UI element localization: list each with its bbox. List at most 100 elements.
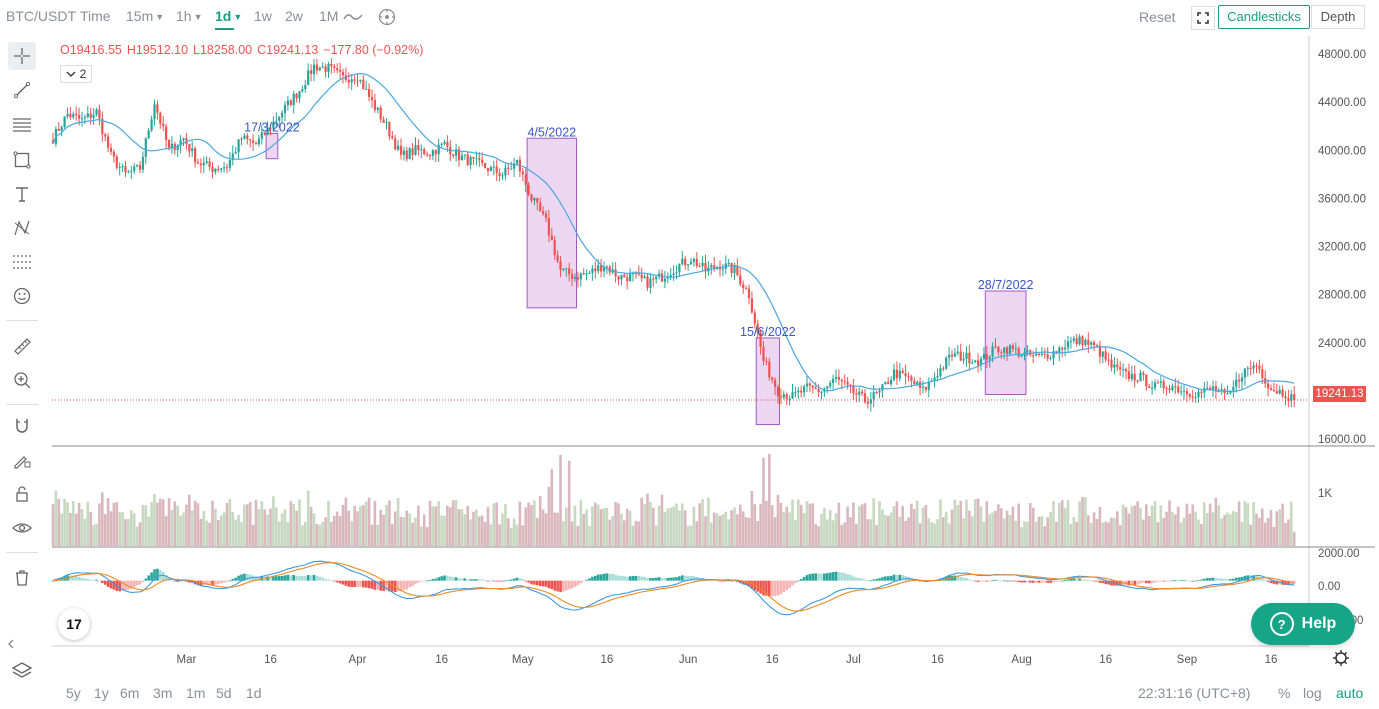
candle [747, 288, 751, 299]
volume-bar [623, 520, 626, 546]
candle [524, 174, 527, 185]
macd-histogram-bar [1107, 580, 1110, 585]
macd-histogram-bar [811, 573, 815, 581]
line-chart-type-icon[interactable] [343, 10, 363, 24]
interval-15m[interactable]: 15m ▼ [126, 8, 165, 24]
rectangle-tool[interactable] [8, 146, 36, 174]
macd-histogram-bar [652, 577, 655, 581]
candle [742, 284, 745, 289]
candlesticks-button[interactable]: Candlesticks [1218, 5, 1310, 29]
volume-bar [747, 517, 751, 546]
trend-line-tool[interactable] [8, 76, 36, 104]
candle [1275, 391, 1278, 394]
candle [199, 163, 202, 166]
indicator-toggle[interactable]: 2 [60, 65, 92, 83]
volume-bar [869, 519, 873, 546]
candle [434, 150, 437, 155]
symbol-label[interactable]: BTC/USDT [6, 8, 76, 24]
candle [553, 240, 556, 256]
remove-drawings-tool[interactable] [8, 564, 36, 592]
price-chart[interactable]: 17/3/2022 4/5/2022 15/6/2022 28/7/2022 4800… [0, 0, 1379, 676]
range-1m[interactable]: 1m [186, 685, 206, 701]
volume-bar [1095, 519, 1099, 546]
emoji-tool[interactable] [8, 282, 36, 310]
fib-tool[interactable] [8, 111, 36, 139]
collapse-toolbar[interactable] [6, 630, 16, 658]
interval-1h[interactable]: 1h ▼ [176, 8, 203, 24]
percent-toggle[interactable]: % [1278, 685, 1291, 701]
range-3m[interactable]: 3m [153, 685, 173, 701]
candle [1209, 387, 1212, 390]
volume-bar [498, 524, 501, 546]
macd-histogram-bar [417, 580, 420, 583]
volume-bar [617, 503, 620, 546]
candle [568, 268, 571, 275]
measure-tool[interactable] [8, 332, 36, 360]
tradingview-logo[interactable]: 17 [58, 608, 90, 640]
volume-bar [370, 524, 374, 546]
help-button[interactable]: ? Help [1251, 603, 1355, 645]
hide-drawings-tool[interactable] [8, 514, 36, 542]
range-1d[interactable]: 1d [246, 685, 262, 701]
range-6m[interactable]: 6m [120, 685, 140, 701]
volume-bar [828, 509, 832, 546]
object-tree-tool[interactable] [8, 656, 36, 684]
volume-bar [1087, 515, 1090, 546]
candle [426, 154, 429, 156]
macd-histogram-bar [69, 575, 72, 581]
range-5d[interactable]: 5d [216, 685, 232, 701]
candle [191, 148, 194, 152]
crosshair-tool[interactable] [8, 42, 36, 70]
interval-1d[interactable]: 1d ▼ [215, 8, 243, 30]
lock-drawings-tool[interactable] [8, 480, 36, 508]
prediction-tool[interactable] [8, 248, 36, 276]
volume-bar [402, 517, 406, 546]
volume-bar [797, 499, 800, 546]
macd-histogram-bar [275, 576, 278, 581]
candle [141, 156, 144, 170]
interval-1w[interactable]: 1w [254, 8, 272, 24]
volume-bar [248, 501, 252, 546]
settings-icon[interactable] [1333, 650, 1349, 666]
log-toggle[interactable]: log [1303, 685, 1322, 701]
clock[interactable]: 22:31:16 (UTC+8) [1138, 685, 1251, 701]
candle [710, 265, 713, 268]
macd-histogram-bar [814, 573, 817, 581]
volume-bar [89, 511, 92, 546]
volume-bar [750, 491, 754, 546]
range-1y[interactable]: 1y [94, 685, 109, 701]
interval-1m[interactable]: 1M [319, 8, 339, 24]
stay-drawing-tool[interactable] [8, 446, 36, 474]
range-5y[interactable]: 5y [66, 685, 81, 701]
volume-bar [234, 519, 237, 546]
macd-histogram-bar [823, 573, 826, 581]
candle [1255, 365, 1258, 367]
candle [414, 145, 417, 155]
candle [301, 89, 304, 92]
magnet-tool[interactable] [8, 412, 36, 440]
macd-histogram-bar [359, 580, 362, 587]
candle [887, 381, 890, 385]
text-tool[interactable] [8, 180, 36, 208]
volume-bar [1261, 508, 1264, 546]
reset-button[interactable]: Reset [1139, 9, 1176, 25]
candle [1095, 345, 1099, 347]
indicators-icon[interactable] [378, 8, 396, 26]
auto-toggle[interactable]: auto [1336, 685, 1364, 701]
macd-histogram-bar [718, 580, 722, 582]
depth-button[interactable]: Depth [1311, 5, 1365, 29]
macd-histogram-bar [240, 574, 243, 581]
time-button[interactable]: Time [80, 8, 111, 24]
candle [1272, 390, 1275, 392]
macd-histogram-bar [362, 580, 365, 588]
volume-bar [892, 506, 896, 546]
interval-2w[interactable]: 2w [285, 8, 303, 24]
zoom-tool[interactable] [8, 366, 36, 394]
pattern-tool[interactable] [8, 214, 36, 242]
candle [544, 213, 548, 218]
volume-bar [1002, 518, 1006, 546]
fullscreen-button[interactable] [1191, 6, 1215, 30]
macd-histogram-bar [80, 577, 84, 581]
tool-divider [6, 404, 38, 405]
candle [771, 377, 774, 380]
